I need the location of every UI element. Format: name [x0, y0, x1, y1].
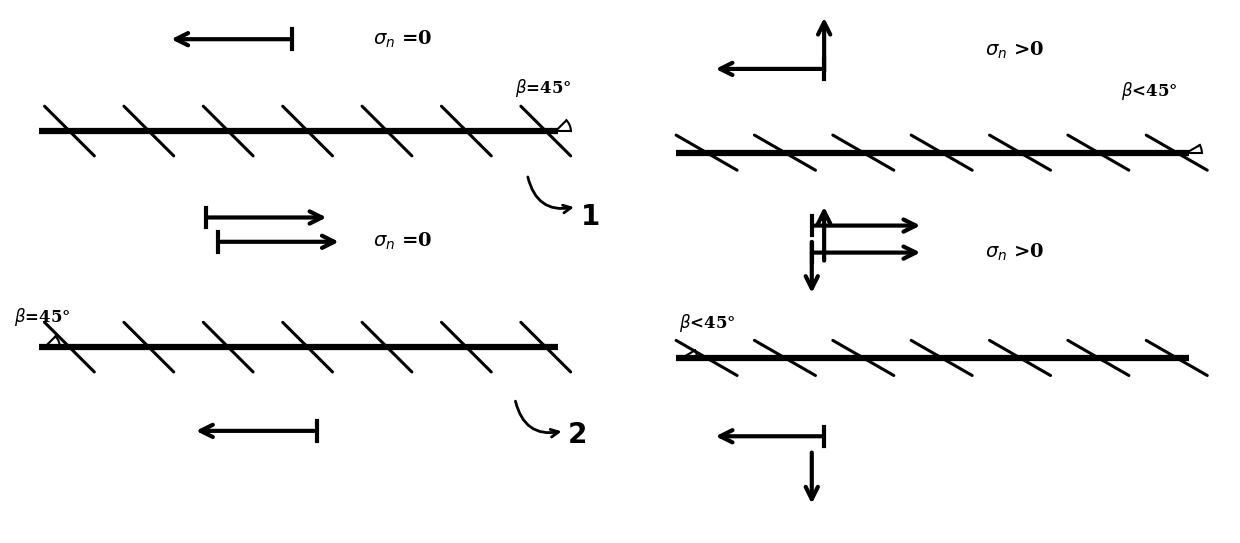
Text: 1: 1 — [580, 204, 600, 231]
Text: $\beta$=45°: $\beta$=45° — [515, 77, 572, 99]
Text: $\beta$<45°: $\beta$<45° — [680, 312, 737, 334]
Text: $\sigma_n$ =0: $\sigma_n$ =0 — [372, 231, 432, 252]
Text: $\sigma_n$ >0: $\sigma_n$ >0 — [985, 242, 1044, 263]
Text: $\sigma_n$ =0: $\sigma_n$ =0 — [372, 29, 432, 50]
Text: $\beta$<45°: $\beta$<45° — [1121, 79, 1178, 102]
Text: $\beta$=45°: $\beta$=45° — [14, 306, 71, 329]
Text: $\sigma_n$ >0: $\sigma_n$ >0 — [985, 39, 1044, 61]
Text: 2: 2 — [568, 421, 588, 449]
